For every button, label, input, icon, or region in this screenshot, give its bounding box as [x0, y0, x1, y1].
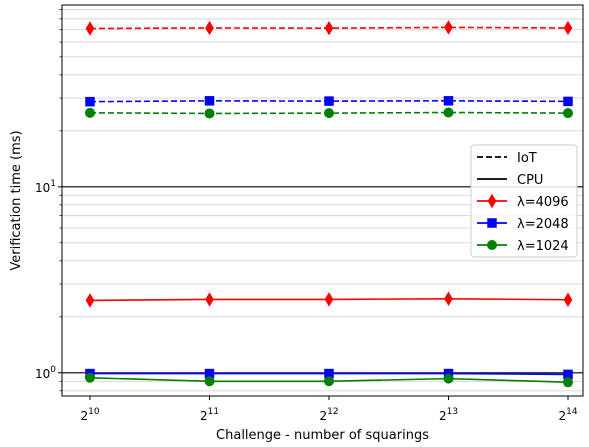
data-point: [563, 96, 573, 107]
data-point: [324, 108, 334, 119]
x-tick-label: 214: [558, 407, 577, 423]
plot-frame: [61, 4, 584, 397]
data-point: [204, 108, 215, 119]
data-point: [85, 293, 95, 308]
series-lambda-4096-iot: [85, 20, 573, 36]
data-point: [205, 292, 214, 307]
legend-label: λ=2048: [517, 217, 569, 232]
data-point: [85, 96, 95, 107]
data-point: [563, 20, 573, 36]
axes: 210 211 212 213 214 100 101: [35, 9, 578, 423]
x-tick-label: 213: [439, 407, 458, 423]
data-point: [443, 107, 454, 118]
y-axis-label: Verification time (ms): [9, 130, 24, 270]
data-point: [443, 373, 454, 384]
data-point: [204, 96, 215, 106]
data-point: [204, 376, 215, 387]
data-point: [205, 20, 214, 36]
x-tick-label: 212: [319, 407, 338, 423]
legend-label: IoT: [517, 151, 537, 166]
data-point: [324, 376, 334, 387]
legend-label: λ=1024: [517, 239, 569, 254]
data-point: [324, 96, 334, 106]
data-point: [443, 96, 454, 106]
y-tick-label: 101: [35, 179, 56, 195]
legend-label: λ=4096: [517, 195, 569, 210]
legend-marker: [487, 193, 497, 209]
series-lambda-2048-iot: [85, 96, 573, 107]
data-point: [85, 372, 95, 383]
x-tick-label: 211: [200, 407, 219, 423]
data-point: [85, 21, 95, 36]
legend-marker: [487, 218, 497, 228]
y-tick-label: 100: [35, 365, 56, 381]
data-point: [324, 292, 334, 307]
series-lambda-1024-cpu: [85, 372, 573, 388]
legend: IoT CPU λ=4096 λ=2048 λ=1024: [470, 144, 578, 258]
legend-box: [470, 144, 578, 258]
series-lambda-4096-cpu: [85, 291, 573, 308]
data-point: [85, 107, 95, 118]
legend-label: CPU: [517, 173, 543, 188]
legend-marker: [487, 240, 497, 250]
data-point: [444, 291, 453, 306]
data-point: [563, 377, 573, 388]
data-point: [563, 292, 573, 307]
series-lambda-1024-iot: [85, 107, 573, 119]
data-point: [444, 20, 453, 35]
series-layer: [85, 20, 573, 388]
x-axis-label: Challenge - number of squarings: [216, 428, 429, 443]
x-tick-label: 210: [80, 407, 99, 423]
data-point: [563, 108, 573, 119]
grid-lines: [62, 8, 583, 392]
data-point: [324, 20, 334, 36]
